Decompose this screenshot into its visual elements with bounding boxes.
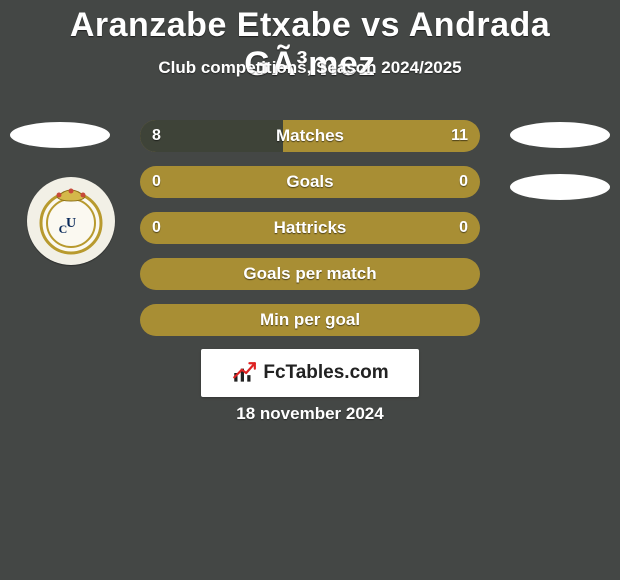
stat-label: Min per goal <box>140 304 480 336</box>
stat-bar: Goals per match <box>140 258 480 290</box>
team-slot-left-a <box>10 122 110 148</box>
crest-icon: U C <box>27 177 115 265</box>
stat-label: Matches <box>140 120 480 152</box>
stat-label: Goals per match <box>140 258 480 290</box>
stat-label: Hattricks <box>140 212 480 244</box>
stat-bar: 811Matches <box>140 120 480 152</box>
stat-bar: 00Goals <box>140 166 480 198</box>
chart-icon <box>231 360 257 386</box>
brand-text: FcTables.com <box>263 362 388 384</box>
svg-text:C: C <box>59 222 68 236</box>
brand-badge[interactable]: FcTables.com <box>201 349 419 397</box>
date-stamp: 18 november 2024 <box>0 404 620 424</box>
stat-label: Goals <box>140 166 480 198</box>
stat-bar: Min per goal <box>140 304 480 336</box>
svg-text:U: U <box>66 216 76 231</box>
stats-bars: 811Matches 00Goals 00Hattricks Goals per ma… <box>140 120 480 350</box>
team-slot-right-b <box>510 174 610 200</box>
comparison-card: Aranzabe Etxabe vs Andrada GÃ³mez Club c… <box>0 0 620 580</box>
club-crest: U C <box>27 177 115 265</box>
stat-bar: 00Hattricks <box>140 212 480 244</box>
page-subtitle: Club competitions, Season 2024/2025 <box>0 58 620 78</box>
team-slot-right-a <box>510 122 610 148</box>
